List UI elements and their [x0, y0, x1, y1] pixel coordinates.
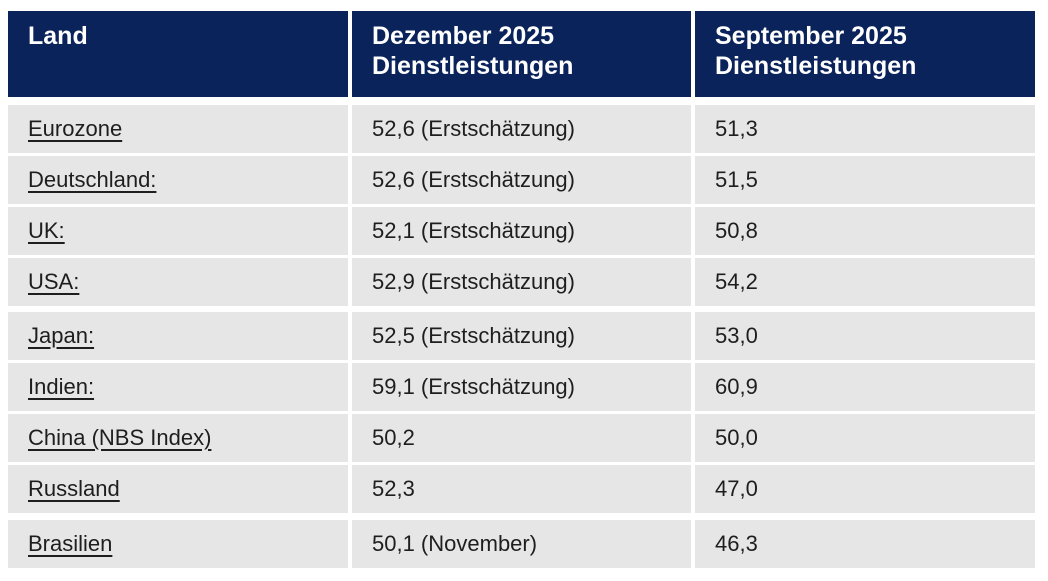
column-header-september: September 2025 Dienstleistungen: [695, 11, 1035, 97]
country-link[interactable]: Indien:: [28, 374, 95, 399]
dezember-value-cell: 52,6 (Erstschätzung): [352, 105, 691, 153]
september-value-cell: 50,8: [695, 207, 1035, 255]
september-value-cell: 54,2: [695, 258, 1035, 306]
country-link[interactable]: USA:: [28, 269, 80, 294]
september-value-cell: 60,9: [695, 363, 1035, 411]
table-row: USA: 52,9 (Erstschätzung) 54,2: [8, 258, 1035, 306]
september-value-cell: 47,0: [695, 465, 1035, 513]
column-header-dezember-line2: Dienstleistungen: [372, 52, 574, 80]
country-link[interactable]: Eurozone: [28, 116, 123, 141]
table-header-row: Land Dezember 2025 Dienstleistungen Sept…: [8, 11, 1035, 97]
column-header-september-line1: September 2025: [715, 22, 907, 50]
country-link[interactable]: Japan:: [28, 323, 95, 348]
column-header-dezember-line1: Dezember 2025: [372, 22, 555, 50]
land-cell: Deutschland:: [8, 156, 348, 204]
land-cell: Japan:: [8, 312, 348, 360]
dezember-value-cell: 59,1 (Erstschätzung): [352, 363, 691, 411]
table-row: Japan: 52,5 (Erstschätzung) 53,0: [8, 312, 1035, 360]
country-link[interactable]: Deutschland:: [28, 167, 157, 192]
land-cell: Eurozone: [8, 105, 348, 153]
column-header-land: Land: [8, 11, 348, 97]
september-value-cell: 50,0: [695, 414, 1035, 462]
dezember-value-cell: 52,6 (Erstschätzung): [352, 156, 691, 204]
table-row: UK: 52,1 (Erstschätzung) 50,8: [8, 207, 1035, 255]
column-header-dezember: Dezember 2025 Dienstleistungen: [352, 11, 691, 97]
september-value-cell: 51,3: [695, 105, 1035, 153]
pmi-services-table: Land Dezember 2025 Dienstleistungen Sept…: [8, 11, 1035, 568]
table-row: Eurozone 52,6 (Erstschätzung) 51,3: [8, 105, 1035, 153]
september-value-cell: 51,5: [695, 156, 1035, 204]
table-row: Russland 52,3 47,0: [8, 465, 1035, 513]
table-row: Indien: 59,1 (Erstschätzung) 60,9: [8, 363, 1035, 411]
september-value-cell: 53,0: [695, 312, 1035, 360]
land-cell: Indien:: [8, 363, 348, 411]
column-header-land-label: Land: [28, 22, 88, 50]
dezember-value-cell: 52,3: [352, 465, 691, 513]
table-row: Brasilien 50,1 (November) 46,3: [8, 520, 1035, 568]
country-link[interactable]: Brasilien: [28, 531, 113, 556]
land-cell: USA:: [8, 258, 348, 306]
column-header-september-line2: Dienstleistungen: [715, 52, 917, 80]
country-link[interactable]: China (NBS Index): [28, 425, 212, 450]
country-link[interactable]: Russland: [28, 476, 120, 501]
land-cell: Russland: [8, 465, 348, 513]
dezember-value-cell: 50,2: [352, 414, 691, 462]
dezember-value-cell: 50,1 (November): [352, 520, 691, 568]
table-row: China (NBS Index) 50,2 50,0: [8, 414, 1035, 462]
land-cell: UK:: [8, 207, 348, 255]
september-value-cell: 46,3: [695, 520, 1035, 568]
table-row: Deutschland: 52,6 (Erstschätzung) 51,5: [8, 156, 1035, 204]
dezember-value-cell: 52,1 (Erstschätzung): [352, 207, 691, 255]
land-cell: Brasilien: [8, 520, 348, 568]
dezember-value-cell: 52,5 (Erstschätzung): [352, 312, 691, 360]
country-link[interactable]: UK:: [28, 218, 65, 243]
land-cell: China (NBS Index): [8, 414, 348, 462]
dezember-value-cell: 52,9 (Erstschätzung): [352, 258, 691, 306]
